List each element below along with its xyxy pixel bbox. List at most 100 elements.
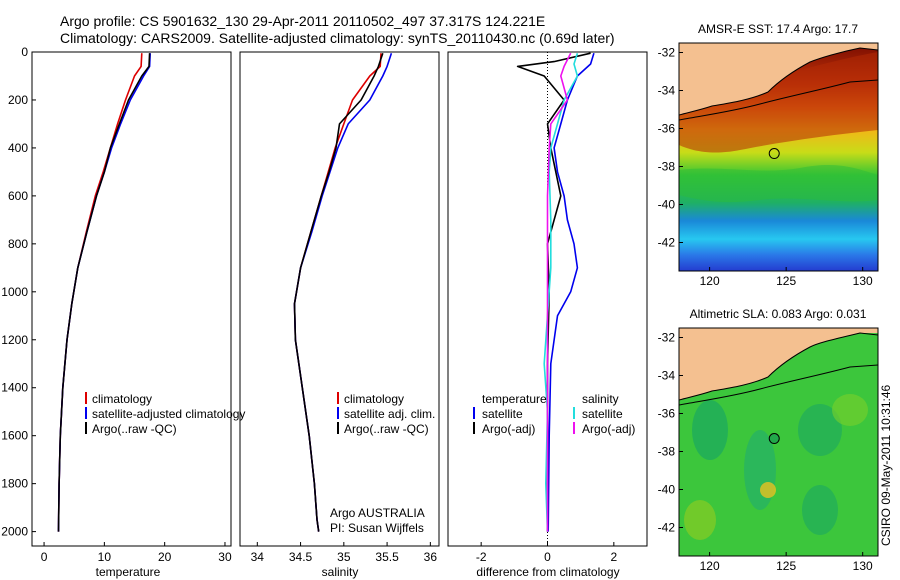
difference-legend-salinity-title: salinity	[582, 392, 619, 406]
sst-green-patch	[679, 165, 878, 203]
temperature-ytick-label: 0	[21, 45, 28, 59]
salinity-panel: 34 34.5 35 35.5 36 salinity climatology sate…	[239, 51, 440, 579]
sst-map-panel: AMSR-E SST: 17.4 Argo: 17.7 120 125 130 -3…	[658, 22, 879, 288]
temperature-xlabel: temperature	[96, 565, 161, 579]
sla-land	[679, 328, 878, 400]
sla-map-ytick-label: -38	[658, 445, 676, 459]
sla-map-ytick-label: -32	[658, 331, 676, 345]
temperature-legend-argo: Argo(..raw -QC)	[92, 422, 177, 436]
difference-temperature-argo-adj-line	[516, 52, 591, 532]
sla-map-title: Altimetric SLA: 0.083 Argo: 0.031	[690, 307, 867, 321]
sla-coastline	[679, 332, 878, 401]
header-line-1: Argo profile: CS 5901632_130 29-Apr-2011…	[60, 13, 545, 29]
salinity-xtick-label: 35	[337, 550, 351, 564]
temperature-xtick-label: 20	[158, 550, 172, 564]
difference-xtick-label: 0	[544, 550, 551, 564]
difference-xlabel: difference from climatology	[476, 565, 619, 579]
sla-map-ytick-label: -34	[658, 369, 676, 383]
temperature-ytick-label: 1400	[1, 381, 28, 395]
difference-legend-temp-satellite: satellite	[482, 407, 523, 421]
sst-map-yticks: -32 -34 -36 -38 -40 -42	[658, 46, 683, 250]
difference-legend-temperature-title: temperature	[482, 392, 547, 406]
sla-map-ytick-label: -42	[658, 521, 676, 535]
temperature-ytick-label: 1200	[1, 333, 28, 347]
difference-xtick-label: -2	[476, 550, 487, 564]
salinity-legend: climatology satellite adj. clim. Argo(..…	[337, 392, 435, 436]
salinity-annotation-line-2: PI: Susan Wijffels	[330, 521, 424, 535]
sst-depth-contour	[679, 79, 878, 121]
sla-map-ytick-label: -40	[658, 483, 676, 497]
temperature-xtick-label: 10	[98, 550, 112, 564]
sla-map-ytick-label: -36	[658, 407, 676, 421]
sla-map-field	[679, 328, 878, 556]
temperature-legend: climatology satellite-adjusted climatolo…	[85, 392, 245, 436]
difference-legend-sal-argo: Argo(-adj)	[582, 422, 635, 436]
header-line-2: Climatology: CARS2009. Satellite-adjuste…	[60, 30, 615, 46]
difference-xtick-label: 2	[610, 550, 617, 564]
sla-map-xtick-label: 125	[776, 559, 796, 573]
salinity-legend-argo: Argo(..raw -QC)	[344, 422, 429, 436]
sst-map-xticks: 120 125 130	[700, 267, 873, 288]
salinity-annotation-line-1: Argo AUSTRALIA	[330, 506, 425, 520]
difference-legend: temperature satellite Argo(-adj) salinit…	[473, 392, 635, 436]
temperature-ytick-label: 1600	[1, 429, 28, 443]
sst-map-title: AMSR-E SST: 17.4 Argo: 17.7	[698, 22, 858, 36]
salinity-legend-climatology: climatology	[344, 392, 404, 406]
temperature-xticks: 0 10 20 30	[41, 542, 232, 564]
sst-map-ytick-label: -42	[658, 236, 676, 250]
temperature-series	[57, 53, 151, 532]
side-timestamp-label: CSIRO 09-May-2011 10:31:46	[879, 384, 893, 546]
temperature-ytick-label: 2000	[1, 525, 28, 539]
sst-map-ytick-label: -36	[658, 122, 676, 136]
sst-land	[679, 43, 878, 115]
sla-map-panel: Altimetric SLA: 0.083 Argo: 0.031 120 125…	[658, 307, 879, 573]
salinity-xtick-label: 34.5	[289, 550, 313, 564]
salinity-climatology-line	[293, 53, 382, 532]
sst-map-ytick-label: -38	[658, 160, 676, 174]
temperature-axes-frame	[31, 51, 232, 547]
temperature-legend-climatology: climatology	[92, 392, 152, 406]
difference-legend-sal-satellite: satellite	[582, 407, 623, 421]
temperature-xtick-label: 0	[41, 550, 48, 564]
sst-map-field	[679, 43, 878, 271]
temperature-ytick-label: 800	[8, 237, 28, 251]
temperature-ytick-label: 1800	[1, 477, 28, 491]
sla-map-xtick-label: 130	[853, 559, 873, 573]
sla-patch-5	[684, 500, 716, 540]
salinity-xlabel: salinity	[322, 565, 359, 579]
temperature-argo-raw-qc-line	[57, 53, 151, 532]
temperature-climatology-line	[57, 53, 143, 532]
difference-axes-frame	[447, 51, 648, 547]
sla-map-xtick-label: 120	[700, 559, 720, 573]
sla-patch-3	[798, 404, 842, 456]
sla-map-frame	[678, 327, 879, 557]
salinity-xtick-label: 34	[251, 550, 265, 564]
salinity-argo-raw-qc-line	[293, 52, 384, 532]
temperature-ytick-label: 200	[8, 93, 28, 107]
salinity-xticks: 34 34.5 35 35.5 36	[251, 542, 438, 564]
difference-series	[516, 52, 595, 532]
difference-xticks: -2 0 2	[476, 542, 617, 564]
salinity-xtick-label: 36	[424, 550, 438, 564]
sla-patch-7	[832, 394, 868, 426]
sla-patch-1	[692, 400, 728, 460]
salinity-xtick-label: 35.5	[375, 550, 399, 564]
temperature-ytick-label: 600	[8, 189, 28, 203]
salinity-legend-satellite: satellite adj. clim.	[344, 407, 435, 421]
sst-map-xtick-label: 125	[776, 274, 796, 288]
sst-map-xtick-label: 130	[853, 274, 873, 288]
sst-map-ytick-label: -34	[658, 84, 676, 98]
difference-panel: -2 0 2 difference from climatology tempera…	[447, 51, 648, 579]
temperature-ytick-label: 1000	[1, 285, 28, 299]
sst-coastline	[679, 47, 878, 116]
sla-map-yticks: -32 -34 -36 -38 -40 -42	[658, 331, 683, 535]
temperature-satellite-adjusted-climatology-line	[57, 53, 151, 532]
temperature-ytick-label: 400	[8, 141, 28, 155]
difference-salinity-argo-adj-line	[546, 52, 572, 532]
sst-argo-marker	[768, 148, 780, 160]
sla-depth-contour	[679, 364, 878, 406]
temperature-yticks: 0 200 400 600 800 1000 1200 1400 1600 1800 2000	[1, 45, 36, 539]
sst-map-frame	[678, 42, 879, 272]
sst-map-ytick-label: -32	[658, 46, 676, 60]
